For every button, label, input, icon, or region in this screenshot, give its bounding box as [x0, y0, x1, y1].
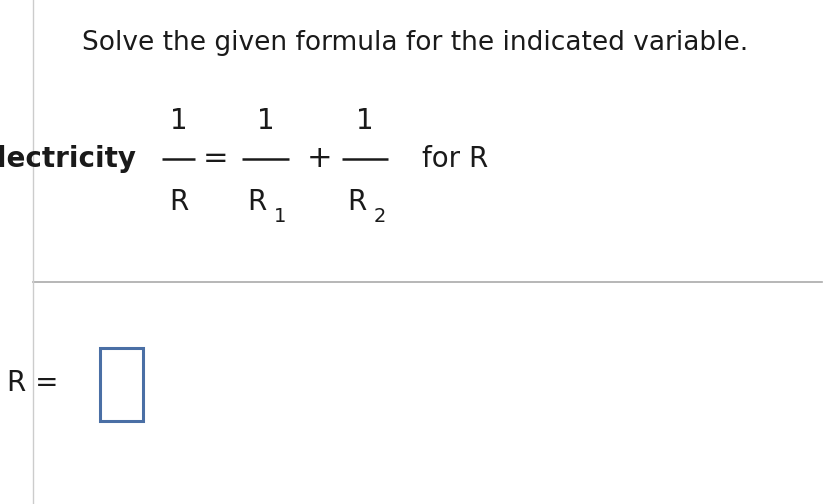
Text: +: +	[307, 144, 332, 173]
Text: for R: for R	[422, 145, 488, 173]
Text: Solve the given formula for the indicated variable.: Solve the given formula for the indicate…	[82, 30, 748, 56]
Text: 1: 1	[256, 107, 275, 135]
Text: 1: 1	[275, 207, 286, 226]
Text: R =: R =	[7, 369, 58, 397]
Text: =: =	[203, 144, 228, 173]
Text: 1: 1	[356, 107, 374, 135]
Text: R: R	[347, 187, 367, 216]
Text: 1: 1	[169, 107, 188, 135]
Text: R: R	[168, 187, 188, 216]
Text: 2: 2	[374, 207, 386, 226]
Text: Electricity: Electricity	[0, 145, 137, 173]
Text: R: R	[247, 187, 267, 216]
FancyBboxPatch shape	[100, 348, 143, 421]
